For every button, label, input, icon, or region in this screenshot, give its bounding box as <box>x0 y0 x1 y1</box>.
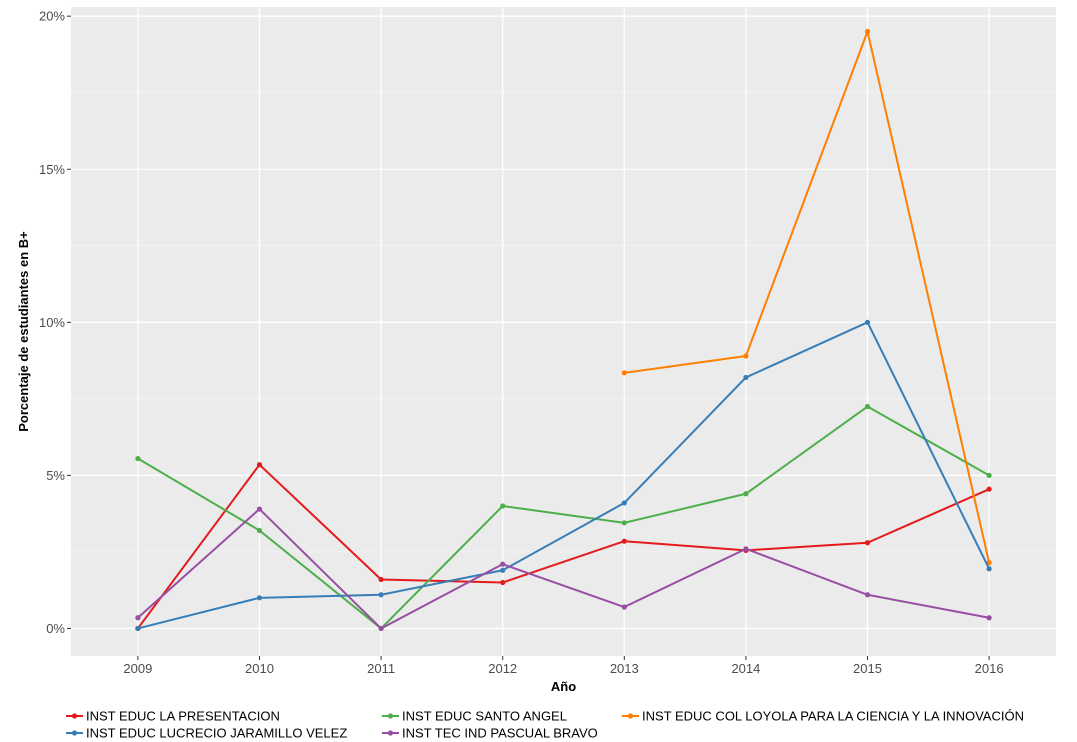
data-point <box>622 520 627 525</box>
data-point <box>135 456 140 461</box>
legend-key-point <box>388 730 393 735</box>
legend-label: INST EDUC LUCRECIO JARAMILLO VELEZ <box>86 726 347 741</box>
y-tick-label: 20% <box>39 9 65 24</box>
data-point <box>378 626 383 631</box>
legend-label: INST EDUC LA PRESENTACION <box>86 709 280 724</box>
x-tick-label: 2014 <box>731 661 760 676</box>
data-point <box>135 615 140 620</box>
data-point <box>500 580 505 585</box>
data-point <box>257 462 262 467</box>
x-tick-label: 2013 <box>610 661 639 676</box>
data-point <box>622 604 627 609</box>
legend-item: INST EDUC LA PRESENTACION <box>66 709 280 724</box>
data-point <box>987 566 992 571</box>
legend-item: INST EDUC SANTO ANGEL <box>382 709 567 724</box>
data-point <box>743 491 748 496</box>
data-point <box>865 404 870 409</box>
y-tick-label: 10% <box>39 315 65 330</box>
data-point <box>135 626 140 631</box>
legend-key-point <box>388 713 393 718</box>
data-point <box>622 370 627 375</box>
legend-key-point <box>72 730 77 735</box>
data-point <box>378 577 383 582</box>
data-point <box>743 546 748 551</box>
legend-item: INST EDUC COL LOYOLA PARA LA CIENCIA Y L… <box>622 709 1024 724</box>
y-axis-title: Porcentaje de estudiantes en B+ <box>16 231 31 432</box>
data-point <box>622 539 627 544</box>
x-tick-label: 2009 <box>123 661 152 676</box>
legend-label: INST TEC IND PASCUAL BRAVO <box>402 726 598 741</box>
data-point <box>500 562 505 567</box>
data-point <box>500 568 505 573</box>
legend-label: INST EDUC COL LOYOLA PARA LA CIENCIA Y L… <box>642 709 1024 724</box>
y-tick-label: 15% <box>39 162 65 177</box>
plot-panel <box>71 7 1056 656</box>
data-point <box>743 375 748 380</box>
data-point <box>500 503 505 508</box>
x-axis-title: Año <box>551 679 576 694</box>
x-tick-label: 2011 <box>367 661 395 676</box>
data-point <box>257 506 262 511</box>
y-tick-label: 0% <box>46 621 65 636</box>
legend-key-point <box>628 713 633 718</box>
legend-key-point <box>72 713 77 718</box>
y-axis-ticks: 0% 5% 10% 15% 20% <box>39 9 71 636</box>
legend: INST EDUC LA PRESENTACION INST EDUC SANTO… <box>66 709 1024 741</box>
legend-item: INST TEC IND PASCUAL BRAVO <box>382 726 598 741</box>
data-point <box>865 592 870 597</box>
data-point <box>865 29 870 34</box>
x-tick-label: 2010 <box>245 661 274 676</box>
y-tick-label: 5% <box>46 468 65 483</box>
data-point <box>257 528 262 533</box>
data-point <box>987 615 992 620</box>
data-point <box>987 473 992 478</box>
data-point <box>378 592 383 597</box>
data-point <box>622 500 627 505</box>
legend-item: INST EDUC LUCRECIO JARAMILLO VELEZ <box>66 726 347 741</box>
x-tick-label: 2015 <box>853 661 882 676</box>
x-axis-ticks: 2009 2010 2011 2012 2013 2014 2015 2016 <box>123 656 1003 676</box>
x-tick-label: 2016 <box>975 661 1004 676</box>
data-point <box>865 320 870 325</box>
data-point <box>865 540 870 545</box>
data-point <box>987 487 992 492</box>
data-point <box>743 353 748 358</box>
legend-label: INST EDUC SANTO ANGEL <box>402 709 567 724</box>
x-tick-label: 2012 <box>488 661 517 676</box>
data-point <box>257 595 262 600</box>
